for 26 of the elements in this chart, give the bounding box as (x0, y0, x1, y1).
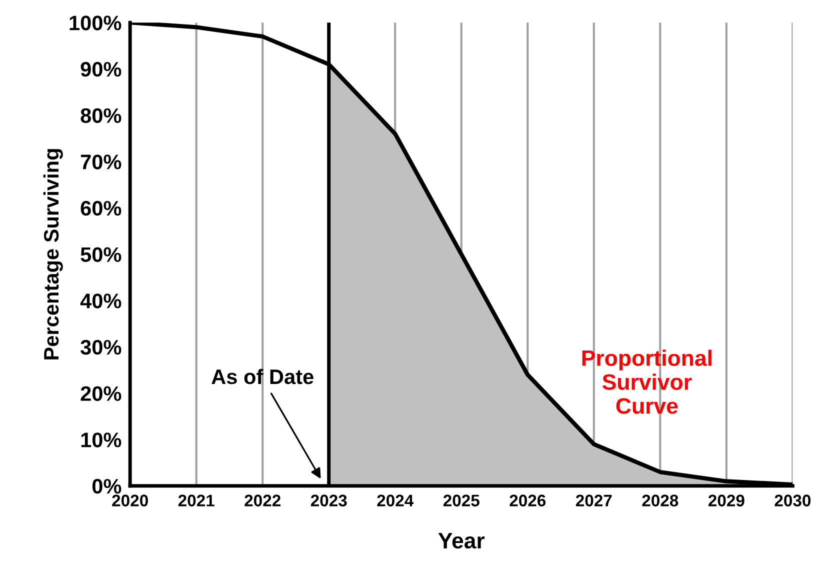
x-tick-label: 2027 (576, 494, 612, 506)
x-tick-label: 2030 (774, 494, 811, 506)
annotation: Proportional Survivor Curve (582, 350, 712, 414)
y-tick-label: 0% (92, 478, 122, 494)
y-tick-label: 80% (80, 108, 122, 124)
x-tick-label: 2022 (244, 494, 280, 506)
y-axis-title: Percentage Surviving (43, 149, 63, 360)
y-tick-label: 60% (80, 200, 122, 216)
y-tick-label: 50% (80, 247, 122, 262)
y-tick-label: 30% (80, 340, 122, 355)
x-tick-label: 2026 (510, 494, 546, 506)
y-tick-label: 90% (80, 62, 122, 77)
x-tick-label: 2029 (708, 494, 744, 506)
y-tick-label: 100% (70, 16, 122, 30)
y-tick-label: 20% (80, 386, 122, 401)
y-tick-label: 10% (81, 432, 122, 448)
x-tick-label: 2024 (377, 494, 414, 506)
ref-line-label: As of Date (212, 368, 314, 384)
x-tick-label: 2028 (642, 494, 678, 506)
x-tick-label: 2025 (443, 494, 480, 506)
y-tick-label: 70% (80, 154, 122, 170)
x-tick-label: 2021 (178, 494, 214, 506)
x-axis-title: Year (438, 533, 485, 549)
x-tick-label: 2020 (112, 494, 148, 506)
x-tick-label: 2023 (310, 494, 347, 506)
y-tick-label: 40% (80, 294, 122, 308)
